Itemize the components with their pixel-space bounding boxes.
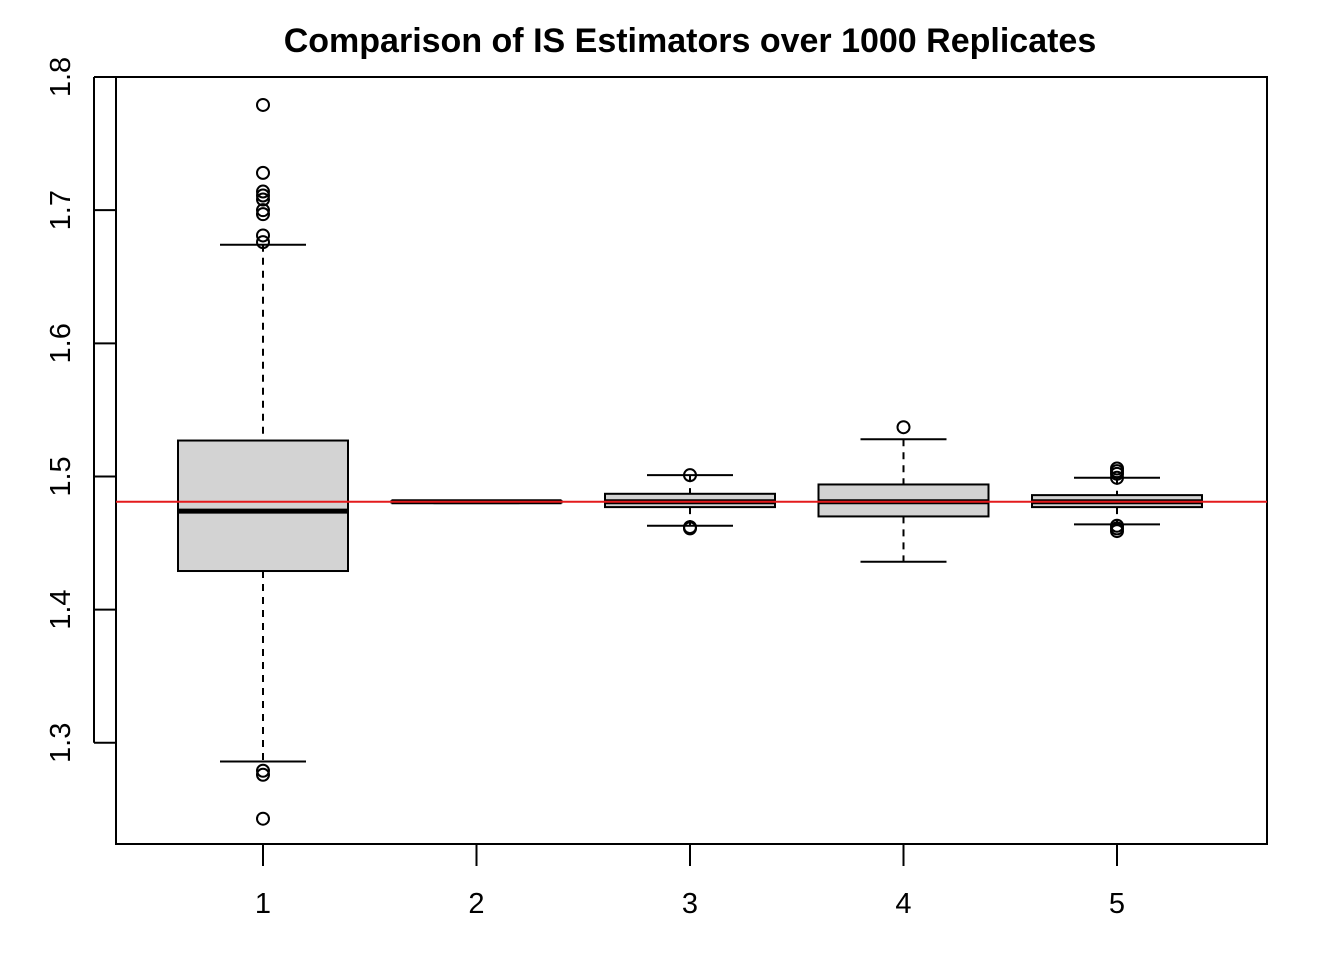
x-tick-label: 4 [895,888,911,920]
iqr-box [177,439,349,573]
outlier-point [256,228,270,243]
x-tick-label: 5 [1109,888,1125,920]
x-tick-label: 1 [255,888,271,920]
y-tick-label: 1.3 [45,723,77,763]
outlier-point [896,420,911,435]
chart-title: Comparison of IS Estimators over 1000 Re… [284,22,1097,60]
outlier-point [256,165,270,180]
y-tick-label: 1.8 [45,57,77,97]
outlier-point [256,767,270,782]
y-tick-label: 1.4 [45,589,77,629]
y-tick-label: 1.6 [45,323,77,363]
y-tick-label: 1.5 [45,456,77,496]
outlier-point [1110,524,1124,539]
outlier-point [256,235,270,250]
box-1 [177,97,349,826]
outlier-point [256,811,270,826]
box-series [177,97,1203,826]
outlier-point [1110,466,1124,481]
outlier-point [1110,470,1124,485]
y-axis: 1.3 1.4 1.5 1.6 1.7 1.8 [45,57,116,763]
x-tick-label: 2 [468,888,484,920]
outlier-point [683,468,697,483]
outlier-point [256,207,270,222]
x-tick-label: 3 [682,888,698,920]
x-axis: 1 2 3 4 5 [255,843,1125,920]
outlier-point [256,188,270,203]
outlier-point [256,192,270,207]
outlier-point [683,521,697,536]
outlier-point [256,97,270,112]
box-4 [817,420,990,563]
box-5 [1031,461,1203,539]
outlier-point [256,184,270,199]
outlier-point [256,203,270,218]
y-tick-label: 1.7 [45,190,77,230]
outlier-point [256,763,270,778]
